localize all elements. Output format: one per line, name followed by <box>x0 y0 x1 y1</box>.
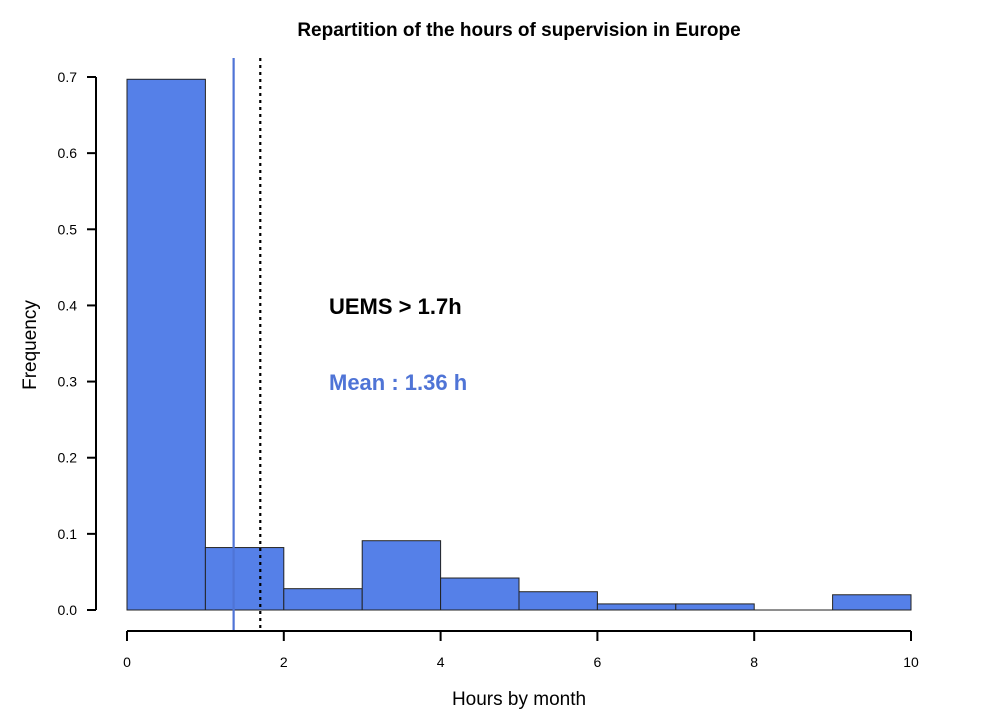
y-tick-label: 0.0 <box>58 602 78 618</box>
chart-title: Repartition of the hours of supervision … <box>297 20 740 41</box>
uems-annotation: UEMS > 1.7h <box>329 294 462 319</box>
y-tick-label: 0.6 <box>58 145 78 161</box>
histogram-bar <box>361 540 442 611</box>
x-tick-label: 2 <box>280 654 288 670</box>
y-tick-label: 0.1 <box>58 526 78 542</box>
annotations-group: UEMS > 1.7h Mean : 1.36 h <box>329 294 467 395</box>
y-tick-label: 0.4 <box>58 297 78 313</box>
y-axis-label: Frequency <box>20 300 41 390</box>
reference-lines-group <box>232 58 262 631</box>
y-tick-label: 0.2 <box>58 450 78 466</box>
histogram-bar <box>675 603 755 611</box>
y-tick-label: 0.7 <box>58 69 78 85</box>
y-axis: 0.0 0.1 0.2 0.3 0.4 0.5 0.6 0.7 <box>58 69 97 618</box>
x-tick-label: 10 <box>903 654 919 670</box>
x-tick-label: 4 <box>437 654 445 670</box>
histogram-bar <box>440 577 520 611</box>
x-tick-label: 8 <box>750 654 758 670</box>
x-tick-label: 6 <box>594 654 602 670</box>
x-axis-label: Hours by month <box>452 689 586 710</box>
y-tick-label: 0.5 <box>58 221 78 237</box>
histogram-bar <box>126 78 206 611</box>
x-axis: 0 2 4 6 8 10 <box>123 630 919 670</box>
y-tick-label: 0.3 <box>58 374 78 390</box>
histogram-bar <box>204 547 285 611</box>
histogram-bar <box>283 588 363 611</box>
histogram-bar <box>832 594 912 611</box>
histogram-bar <box>596 603 677 611</box>
histogram-bar <box>518 591 598 611</box>
x-tick-label: 0 <box>123 654 131 670</box>
mean-annotation: Mean : 1.36 h <box>329 370 467 395</box>
bars-group <box>126 78 912 611</box>
